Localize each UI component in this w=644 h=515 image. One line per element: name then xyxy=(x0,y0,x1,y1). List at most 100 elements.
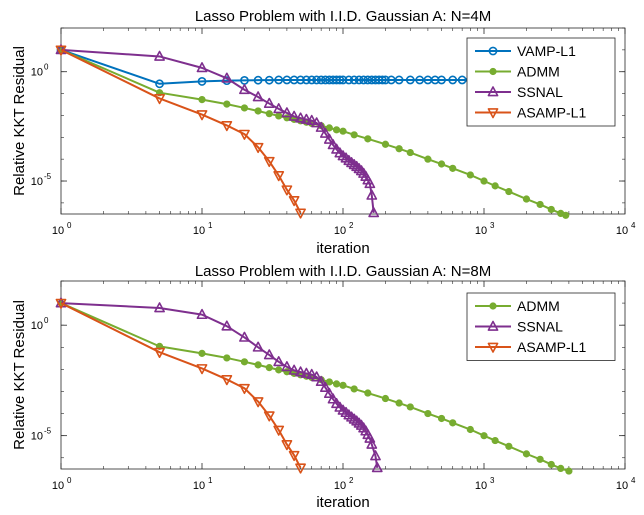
x-tick-label: 10 xyxy=(52,480,64,492)
data-point xyxy=(239,383,250,395)
data-point xyxy=(288,450,300,462)
data-point xyxy=(306,368,318,380)
data-point xyxy=(505,187,513,196)
data-point xyxy=(295,112,306,123)
data-point xyxy=(547,205,555,214)
y-tick-exponent: 0 xyxy=(44,316,49,325)
data-point xyxy=(381,140,390,148)
data-point xyxy=(263,97,275,108)
data-point xyxy=(424,409,432,418)
data-point xyxy=(457,75,467,85)
data-point xyxy=(154,94,165,105)
legend-entry: SSNAL xyxy=(475,84,563,100)
data-point xyxy=(312,75,322,85)
y-tick-label: 10 xyxy=(31,320,43,332)
legend-label: ADMM xyxy=(517,64,560,80)
data-point xyxy=(239,83,250,95)
data-point xyxy=(154,302,165,313)
legend-marker xyxy=(487,108,499,119)
data-point xyxy=(323,387,335,399)
data-point xyxy=(406,403,414,411)
data-point xyxy=(381,394,390,403)
data-point xyxy=(295,463,306,474)
legend-marker xyxy=(489,67,497,76)
x-tick-label: 10 xyxy=(193,225,205,237)
x-tick-exponent: 4 xyxy=(631,221,636,230)
y-tick-exponent: -5 xyxy=(44,172,52,181)
data-point xyxy=(311,371,323,382)
data-point xyxy=(353,417,365,428)
series-ssnal xyxy=(55,44,380,218)
data-point xyxy=(332,380,341,388)
data-point xyxy=(371,462,383,473)
data-point xyxy=(240,358,249,366)
data-point xyxy=(370,450,381,461)
data-point xyxy=(449,419,457,427)
data-point xyxy=(394,75,404,85)
data-point xyxy=(319,127,331,138)
data-point xyxy=(263,156,275,168)
data-point xyxy=(522,450,531,458)
data-point xyxy=(364,389,372,397)
data-point xyxy=(437,160,446,168)
data-point xyxy=(349,75,359,85)
y-tick-exponent: -5 xyxy=(44,427,52,436)
legend-entry: SSNAL xyxy=(475,319,563,335)
data-point xyxy=(315,375,327,386)
data-point xyxy=(327,393,339,404)
data-point xyxy=(265,110,273,118)
x-tick-label: 10 xyxy=(334,225,346,237)
data-point xyxy=(254,361,262,369)
data-point xyxy=(405,75,415,85)
x-tick-label: 10 xyxy=(334,480,346,492)
data-point xyxy=(466,171,474,179)
series-line xyxy=(60,302,570,473)
data-point xyxy=(288,110,300,121)
series-line xyxy=(60,48,567,217)
data-point xyxy=(344,75,354,85)
legend-entry: VAMP-L1 xyxy=(475,43,576,59)
data-point xyxy=(364,135,372,143)
data-point xyxy=(437,75,446,85)
series-asamp-l1 xyxy=(55,45,306,219)
y-tick-label: 10 xyxy=(31,431,43,443)
data-point xyxy=(275,366,283,374)
chart-title: Lasso Problem with I.I.D. Gaussian A: N=… xyxy=(195,263,491,280)
data-point xyxy=(449,164,457,172)
data-point xyxy=(338,75,348,85)
data-point xyxy=(281,440,293,451)
legend-label: ASAMP-L1 xyxy=(517,339,586,355)
data-point xyxy=(480,177,488,185)
data-point xyxy=(316,75,326,85)
data-point xyxy=(306,114,318,126)
series-line xyxy=(60,48,302,214)
data-point xyxy=(348,413,360,424)
data-point xyxy=(366,438,378,449)
data-point xyxy=(254,107,262,115)
data-point xyxy=(307,75,317,85)
x-tick-exponent: 3 xyxy=(490,221,495,230)
data-point xyxy=(366,189,378,200)
data-point xyxy=(263,349,275,360)
y-tick-label: 10 xyxy=(31,176,43,188)
data-point xyxy=(300,113,312,124)
data-point xyxy=(273,171,285,182)
data-point xyxy=(288,364,300,375)
data-point xyxy=(339,127,347,135)
data-point xyxy=(323,133,335,144)
data-point xyxy=(221,320,233,331)
data-point xyxy=(221,375,233,386)
data-point xyxy=(536,200,544,209)
data-point xyxy=(351,160,363,172)
data-point xyxy=(273,425,285,436)
data-point xyxy=(281,107,293,118)
data-point xyxy=(332,126,341,134)
data-point xyxy=(252,341,264,352)
data-point xyxy=(466,425,474,434)
data-point xyxy=(350,385,358,393)
x-tick-exponent: 0 xyxy=(67,476,72,485)
data-point xyxy=(197,77,207,86)
x-tick-exponent: 3 xyxy=(490,476,495,485)
